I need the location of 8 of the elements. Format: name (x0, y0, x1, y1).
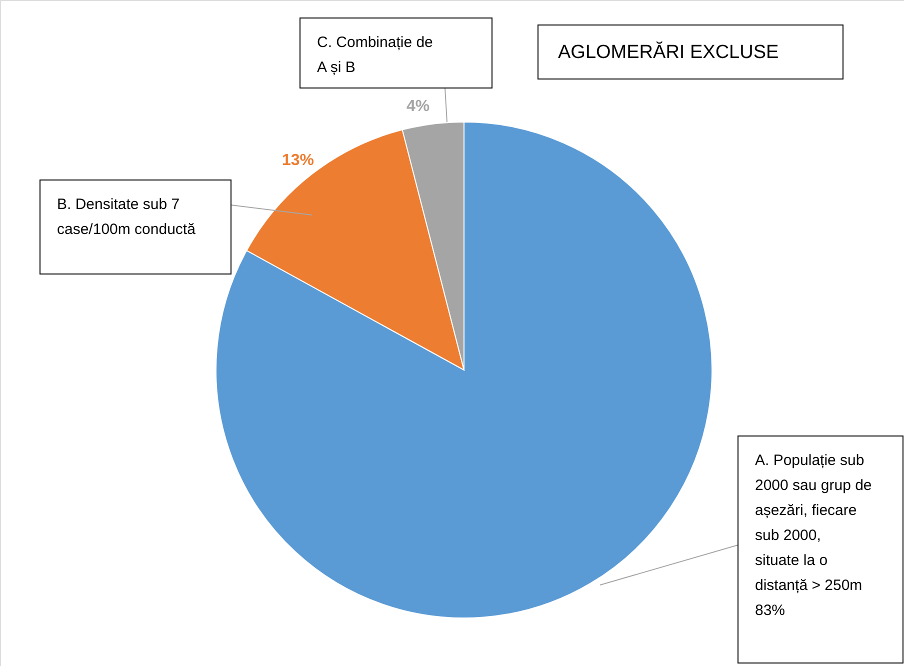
slice-label: C. Combinație de A și B (317, 34, 433, 76)
slice-label: A. Populație sub 2000 sau grup de așezări, fiecare sub 2000, situate la o distanță > 250m (755, 452, 872, 594)
data-label: 83% (755, 602, 786, 619)
data-label: 4% (406, 98, 430, 115)
pie-slice (216, 122, 712, 618)
chart-title: AGLOMERĂRI EXCLUSE (558, 41, 779, 63)
slice-label: B. Densitate sub 7 case/100m conductă (57, 196, 196, 238)
data-label: 13% (282, 152, 314, 169)
